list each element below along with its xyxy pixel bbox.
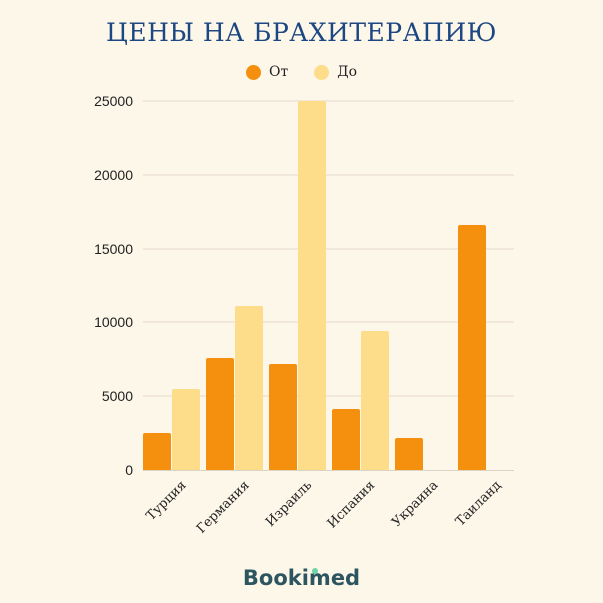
x-tick-label: Таиланд	[452, 478, 505, 530]
legend-label-from: От	[268, 64, 289, 80]
bar-from	[206, 357, 234, 470]
bar-to	[361, 331, 389, 470]
bar-to	[235, 306, 263, 470]
y-tick-label: 20000	[94, 166, 133, 183]
legend: От До	[0, 64, 603, 80]
bar-to	[172, 388, 200, 470]
heart-icon	[312, 568, 318, 574]
bar-from	[269, 363, 297, 470]
y-tick-label: 5000	[101, 388, 133, 405]
bar-to	[298, 101, 326, 470]
y-tick-label: 10000	[94, 314, 133, 331]
legend-item-to: До	[314, 64, 357, 80]
gridline	[143, 173, 514, 176]
x-axis-line	[143, 470, 514, 471]
legend-label-to: До	[337, 64, 358, 80]
legend-swatch-to	[314, 64, 330, 80]
x-tick-label: Германия	[193, 478, 253, 537]
bar-from	[458, 224, 486, 470]
bar-from	[332, 409, 360, 470]
brand-logo: Bookimed	[0, 566, 603, 590]
gridline	[143, 100, 514, 102]
y-tick-label: 15000	[94, 240, 133, 257]
chart-title: ЦЕНЫ НА БРАХИТЕРАПИЮ	[106, 18, 497, 47]
bar-from	[395, 437, 423, 470]
x-tick-label: Израиль	[263, 478, 316, 530]
brand-name: Bookimed	[242, 566, 361, 590]
gridline	[143, 247, 514, 250]
gridline	[143, 395, 514, 398]
y-tick-label: 0	[125, 462, 133, 478]
gridline	[143, 321, 514, 324]
y-tick-label: 25000	[94, 93, 133, 109]
x-tick-label: Испания	[324, 478, 379, 532]
legend-item-from: От	[245, 64, 289, 80]
legend-swatch-from	[245, 64, 261, 80]
bar-from	[143, 433, 171, 470]
x-tick-label: Украина	[389, 478, 442, 531]
x-tick-label: Турция	[143, 478, 190, 524]
